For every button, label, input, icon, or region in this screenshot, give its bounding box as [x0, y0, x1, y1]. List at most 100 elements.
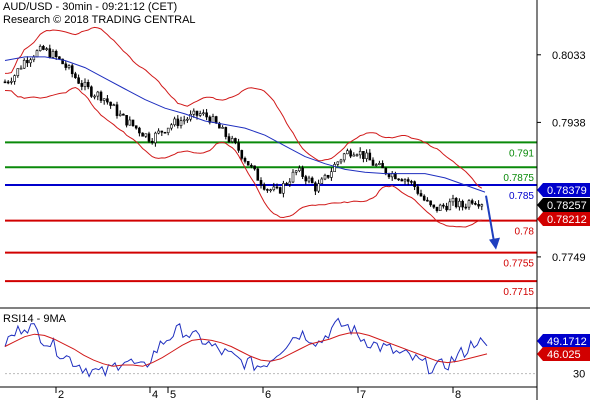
rsi-tag: [537, 334, 590, 348]
candle-body: [333, 164, 336, 172]
price-tag-label: 0.78212: [547, 214, 587, 226]
candle-body: [147, 133, 151, 142]
price-tag: [537, 212, 590, 226]
candle-body: [173, 118, 176, 126]
candle-body: [61, 58, 64, 65]
price-tag: [537, 198, 590, 212]
candle-body: [38, 46, 42, 51]
candle-body: [259, 180, 263, 186]
candle-body: [403, 179, 407, 182]
candle-body: [86, 82, 90, 88]
price-tick-label: 0.7938: [552, 117, 586, 129]
candle-body: [80, 83, 84, 87]
candle-body: [269, 189, 272, 192]
candle-body: [317, 183, 320, 192]
candle-body: [275, 186, 279, 189]
candle-body: [266, 189, 269, 191]
candle-body: [154, 132, 157, 144]
candle-body: [368, 152, 372, 161]
candle-body: [429, 200, 432, 206]
candle-body: [64, 63, 68, 68]
candle-body: [202, 112, 205, 115]
level-label: 0.78: [515, 227, 535, 238]
candle-body: [323, 174, 327, 180]
level-label: 0.785: [509, 191, 534, 202]
candle-body: [102, 98, 106, 101]
candle-body: [451, 198, 455, 203]
candle-body: [320, 178, 324, 184]
candle-body: [326, 174, 330, 178]
candle-body: [310, 177, 314, 184]
copyright-text: Research © 2018 TRADING CENTRAL: [3, 14, 196, 26]
candle-body: [419, 193, 423, 197]
candle-body: [35, 50, 39, 58]
lower-band: [4, 86, 482, 228]
level-label: 0.7875: [503, 173, 534, 184]
candle-body: [163, 131, 167, 134]
candle-body: [122, 113, 125, 116]
candle-body: [128, 119, 132, 126]
candle-body: [288, 181, 292, 185]
candle-body: [387, 173, 391, 178]
candle-body: [118, 113, 122, 116]
candle-body: [192, 110, 196, 115]
candle-body: [54, 50, 58, 58]
candle-body: [422, 195, 426, 201]
candle-body: [470, 200, 474, 204]
rsi-tick-label: 30: [573, 369, 585, 381]
candle-body: [221, 127, 224, 129]
candle-body: [42, 46, 45, 50]
candle-body: [160, 130, 164, 133]
candle-body: [262, 184, 266, 190]
candle-body: [214, 116, 218, 124]
candle-body: [211, 116, 215, 123]
rsi-ma-line: [4, 332, 488, 367]
candle-body: [362, 151, 365, 159]
candle-body: [22, 59, 26, 69]
candle-body: [426, 199, 429, 202]
rsi-tag-label: 49.1712: [547, 336, 587, 348]
rsi-line: [4, 317, 488, 378]
candle-body: [227, 136, 231, 142]
candle-body: [51, 50, 55, 58]
level-label: 0.791: [509, 148, 534, 159]
candle-body: [330, 171, 333, 178]
candle-body: [432, 204, 436, 208]
candle-body: [96, 91, 100, 97]
candle-body: [294, 170, 298, 173]
candle-body: [243, 158, 247, 162]
candle-body: [400, 179, 404, 182]
candle-body: [83, 82, 87, 87]
level-label: 0.7755: [503, 259, 534, 270]
time-tick-label: 7: [360, 389, 366, 400]
candle-body: [272, 186, 276, 191]
candle-body: [438, 204, 442, 211]
candle-body: [208, 116, 212, 123]
candle-body: [45, 48, 48, 50]
candle-body: [131, 119, 135, 126]
candle-body: [48, 48, 52, 58]
candle-body: [314, 182, 317, 192]
candle-body: [150, 140, 154, 144]
candle-body: [355, 154, 359, 157]
candle-body: [3, 81, 7, 84]
candle-body: [349, 150, 352, 157]
candle-body: [291, 171, 295, 183]
candle-body: [406, 179, 410, 182]
candle-body: [74, 73, 77, 79]
candle-body: [109, 101, 112, 106]
candle-body: [166, 127, 170, 133]
price-tick-label: 0.8033: [552, 50, 586, 62]
candle-body: [93, 95, 96, 98]
candle-body: [198, 113, 202, 116]
candle-body: [29, 59, 32, 64]
candle-body: [480, 204, 484, 207]
candle-body: [298, 167, 301, 172]
candle-body: [416, 186, 420, 194]
candle-body: [464, 206, 468, 209]
candle-body: [365, 152, 368, 159]
candle-body: [182, 119, 186, 122]
candle-body: [26, 59, 29, 64]
candle-body: [106, 98, 109, 103]
rsi-label: RSI14 - 9MA: [3, 313, 67, 325]
